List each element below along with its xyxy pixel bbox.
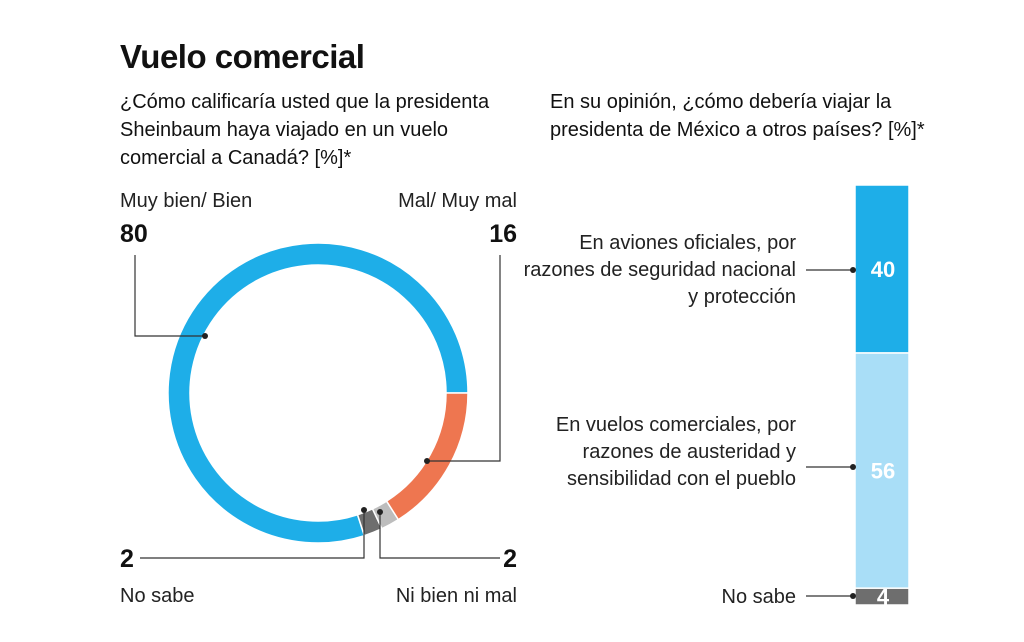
slice-label-ni-bien: Ni bien ni mal [395, 585, 517, 607]
slice-muy-bien [167, 242, 469, 544]
leader-muy-bien-dot [202, 333, 208, 339]
leader-mal-dot [424, 458, 430, 464]
leader-muy-bien [134, 255, 205, 337]
leader-ni-bien-dot [377, 509, 383, 515]
slice-label-muy-bien: Muy bien/ Bien [120, 190, 253, 212]
slice-value-muy-bien: 80 [120, 220, 148, 248]
slice-mal [385, 392, 469, 521]
leader-no-sabe-dot [361, 507, 367, 513]
slice-label-no-sabe: No sabe [120, 585, 195, 607]
segment-aviones-oficiales-leader-dot [850, 267, 856, 273]
donut-leader-lines [134, 255, 501, 559]
slice-value-mal: 16 [489, 220, 517, 248]
page-title: Vuelo comercial [120, 38, 365, 75]
donut-question: ¿Cómo calificaría usted que la president… [120, 91, 490, 169]
leader-no-sabe [140, 510, 365, 559]
segment-vuelos-comerciales-value: 56 [871, 459, 895, 484]
leader-mal [427, 255, 501, 462]
leader-ni-bien [379, 512, 500, 559]
segment-label-no-sabe: No sabe [721, 586, 797, 608]
segment-label-vuelos-comerciales: En vuelos comerciales, por razones de au… [555, 414, 796, 490]
segment-aviones-oficiales-value: 40 [871, 257, 895, 282]
stacked-bar-chart: 40 56 4 [854, 184, 910, 610]
bar-leader-lines [806, 267, 856, 599]
segment-no-sabe-value: 4 [877, 585, 890, 610]
segment-no-sabe-leader-dot [850, 593, 856, 599]
segment-vuelos-comerciales-leader-dot [850, 464, 856, 470]
segment-label-aviones-oficiales: En aviones oficiales, por razones de seg… [523, 232, 796, 308]
slice-value-ni-bien: 2 [503, 545, 517, 573]
slice-label-mal: Mal/ Muy mal [398, 190, 517, 212]
donut-chart [167, 242, 469, 544]
slice-value-no-sabe: 2 [120, 545, 134, 573]
bar-question: En su opinión, ¿cómo debería viajar la p… [550, 91, 925, 141]
